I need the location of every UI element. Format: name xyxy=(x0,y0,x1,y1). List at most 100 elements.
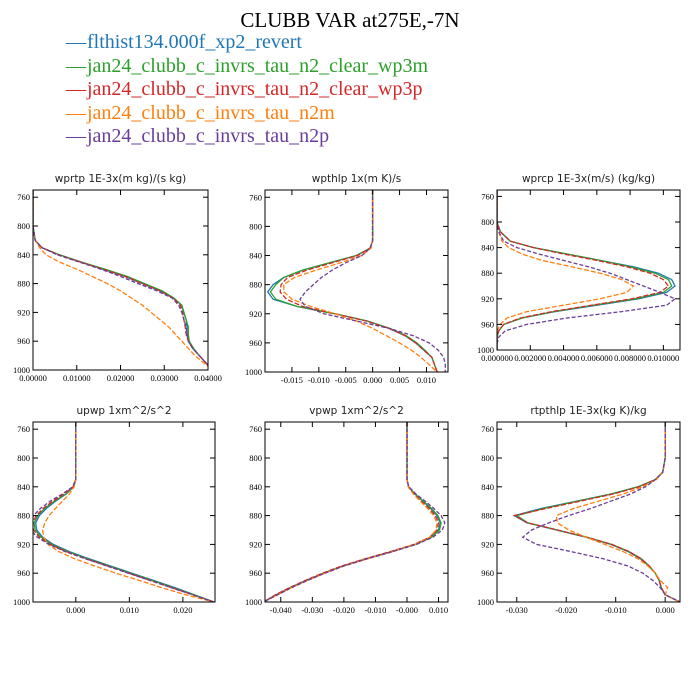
y-tick-label: 1000 xyxy=(245,597,262,607)
y-tick-label: 760 xyxy=(17,192,30,202)
y-tick-label: 960 xyxy=(17,568,30,578)
series-line xyxy=(266,190,438,372)
y-tick-label: 960 xyxy=(17,336,30,346)
x-tick-label: 0.000 xyxy=(656,605,675,615)
series-line xyxy=(41,422,215,602)
panel-title: upwp 1xm^2/s^2 xyxy=(77,405,172,417)
plot-frame xyxy=(496,421,681,603)
plot-frame xyxy=(264,421,449,603)
x-tick-label: 0.000000 xyxy=(481,353,513,363)
x-tick-label: 0.000 xyxy=(363,375,382,385)
legend-label: jan24_clubb_c_invrs_tau_n2p xyxy=(87,125,330,147)
series-line xyxy=(33,422,215,602)
y-tick-label: 920 xyxy=(17,539,30,549)
y-tick-label: 920 xyxy=(481,294,494,304)
y-tick-label: 760 xyxy=(17,424,30,434)
chart-panel: wpthlp 1x(m K)/s 760 800 840 880 920 960 1000 -0… xyxy=(245,173,449,385)
legend-line-icon: — xyxy=(66,78,86,100)
legend-item: —flthist134.000f_xp2_revert xyxy=(66,31,428,55)
y-tick-label: 800 xyxy=(481,453,494,463)
series-line xyxy=(265,422,438,602)
y-tick-label: 880 xyxy=(481,268,494,278)
y-tick-label: 1000 xyxy=(13,597,30,607)
legend-item: —jan24_clubb_c_invrs_tau_n2_clear_wp3p xyxy=(66,78,428,102)
x-tick-label: -0.020 xyxy=(555,605,577,615)
y-tick-label: 840 xyxy=(17,482,30,492)
y-tick-label: 800 xyxy=(481,217,494,227)
legend-item: —jan24_clubb_c_invrs_tau_n2_clear_wp3m xyxy=(66,55,428,79)
legend-line-icon: — xyxy=(66,31,86,53)
x-tick-label: 0.00000 xyxy=(19,373,47,383)
plot-frame xyxy=(264,189,449,373)
chart-panel: wprtp 1E-3x(m kg)/(s kg) 760 800 840 880 920 9… xyxy=(13,173,222,383)
series-line xyxy=(33,422,215,602)
series-line xyxy=(299,190,446,372)
x-tick-label: 0.008000 xyxy=(614,353,646,363)
x-tick-label: -0.030 xyxy=(506,605,528,615)
y-tick-label: 840 xyxy=(249,251,262,261)
legend-line-icon: — xyxy=(66,54,86,77)
series-line xyxy=(265,422,440,602)
y-tick-label: 840 xyxy=(17,250,30,260)
series-line xyxy=(33,190,208,367)
series-line xyxy=(279,190,438,372)
y-tick-label: 800 xyxy=(249,221,262,231)
y-tick-label: 760 xyxy=(481,191,494,201)
series-line xyxy=(269,190,438,372)
y-tick-label: 1000 xyxy=(13,365,30,375)
x-tick-label: -0.030 xyxy=(301,605,323,615)
y-tick-label: 840 xyxy=(481,482,494,492)
panel-title: wprcp 1E-3x(m/s) (kg/kg) xyxy=(522,173,655,185)
y-tick-label: 800 xyxy=(17,221,30,231)
x-tick-label: 0.010000 xyxy=(647,353,679,363)
x-tick-label: 0.020 xyxy=(173,605,192,615)
legend-item: —jan24_clubb_c_invrs_tau_n2m xyxy=(66,102,428,126)
y-tick-label: 880 xyxy=(17,279,30,289)
series-line xyxy=(35,422,215,602)
x-tick-label: -0.010 xyxy=(605,605,627,615)
legend-line-icon: — xyxy=(66,101,86,124)
y-tick-label: 1000 xyxy=(477,597,494,607)
series-line xyxy=(265,422,441,602)
series-line xyxy=(521,422,680,602)
y-tick-label: 880 xyxy=(17,511,30,521)
series-line xyxy=(33,190,208,367)
x-tick-label: -0.005 xyxy=(335,375,357,385)
series-line xyxy=(497,190,677,350)
legend-label: jan24_clubb_c_invrs_tau_n2m xyxy=(87,101,335,124)
series-line xyxy=(33,190,208,368)
x-tick-label: 0.005 xyxy=(390,375,409,385)
x-tick-label: -0.040 xyxy=(270,605,292,615)
panel-title: rtpthlp 1E-3x(kg K)/kg xyxy=(530,405,646,417)
x-tick-label: 0.01000 xyxy=(63,373,91,383)
plot-frame xyxy=(496,189,681,351)
series-line xyxy=(283,190,438,372)
y-tick-label: 880 xyxy=(481,511,494,521)
y-tick-label: 960 xyxy=(481,319,494,329)
plot-frame xyxy=(32,421,216,603)
plot-frame xyxy=(32,189,209,371)
legend-line-icon: — xyxy=(66,125,86,147)
panel-title: wpthlp 1x(m K)/s xyxy=(312,173,402,185)
y-tick-label: 760 xyxy=(249,192,262,202)
y-tick-label: 960 xyxy=(249,568,262,578)
legend-item: —jan24_clubb_c_invrs_tau_n2p xyxy=(66,125,428,149)
series-line xyxy=(33,190,208,367)
series-line xyxy=(515,422,680,602)
x-tick-label: 0.004000 xyxy=(548,353,580,363)
y-tick-label: 920 xyxy=(17,307,30,317)
series-line xyxy=(265,422,442,602)
series-line xyxy=(497,190,670,350)
series-line xyxy=(497,190,635,350)
chart-panel: rtpthlp 1E-3x(kg K)/kg 760 800 840 880 920 960… xyxy=(477,405,681,615)
series-line xyxy=(33,190,208,367)
x-tick-label: -0.000 xyxy=(396,605,418,615)
x-tick-label: 0.010 xyxy=(429,605,448,615)
y-tick-label: 800 xyxy=(17,453,30,463)
x-tick-label: 0.010 xyxy=(120,605,139,615)
x-tick-label: -0.010 xyxy=(364,605,386,615)
panel-title: wprtp 1E-3x(m kg)/(s kg) xyxy=(55,173,186,185)
legend: —flthist134.000f_xp2_revert —jan24_clubb_… xyxy=(66,31,428,149)
legend-label: flthist134.000f_xp2_revert xyxy=(87,31,302,53)
y-tick-label: 800 xyxy=(249,453,262,463)
